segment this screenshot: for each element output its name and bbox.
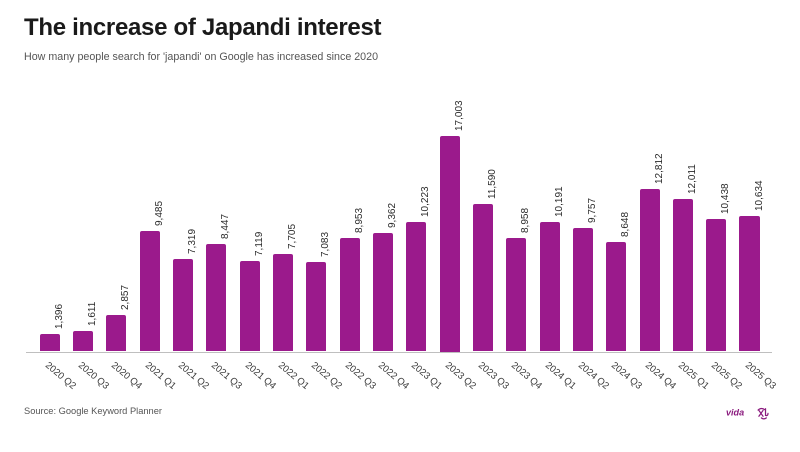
svg-text:vida: vida — [726, 407, 744, 417]
